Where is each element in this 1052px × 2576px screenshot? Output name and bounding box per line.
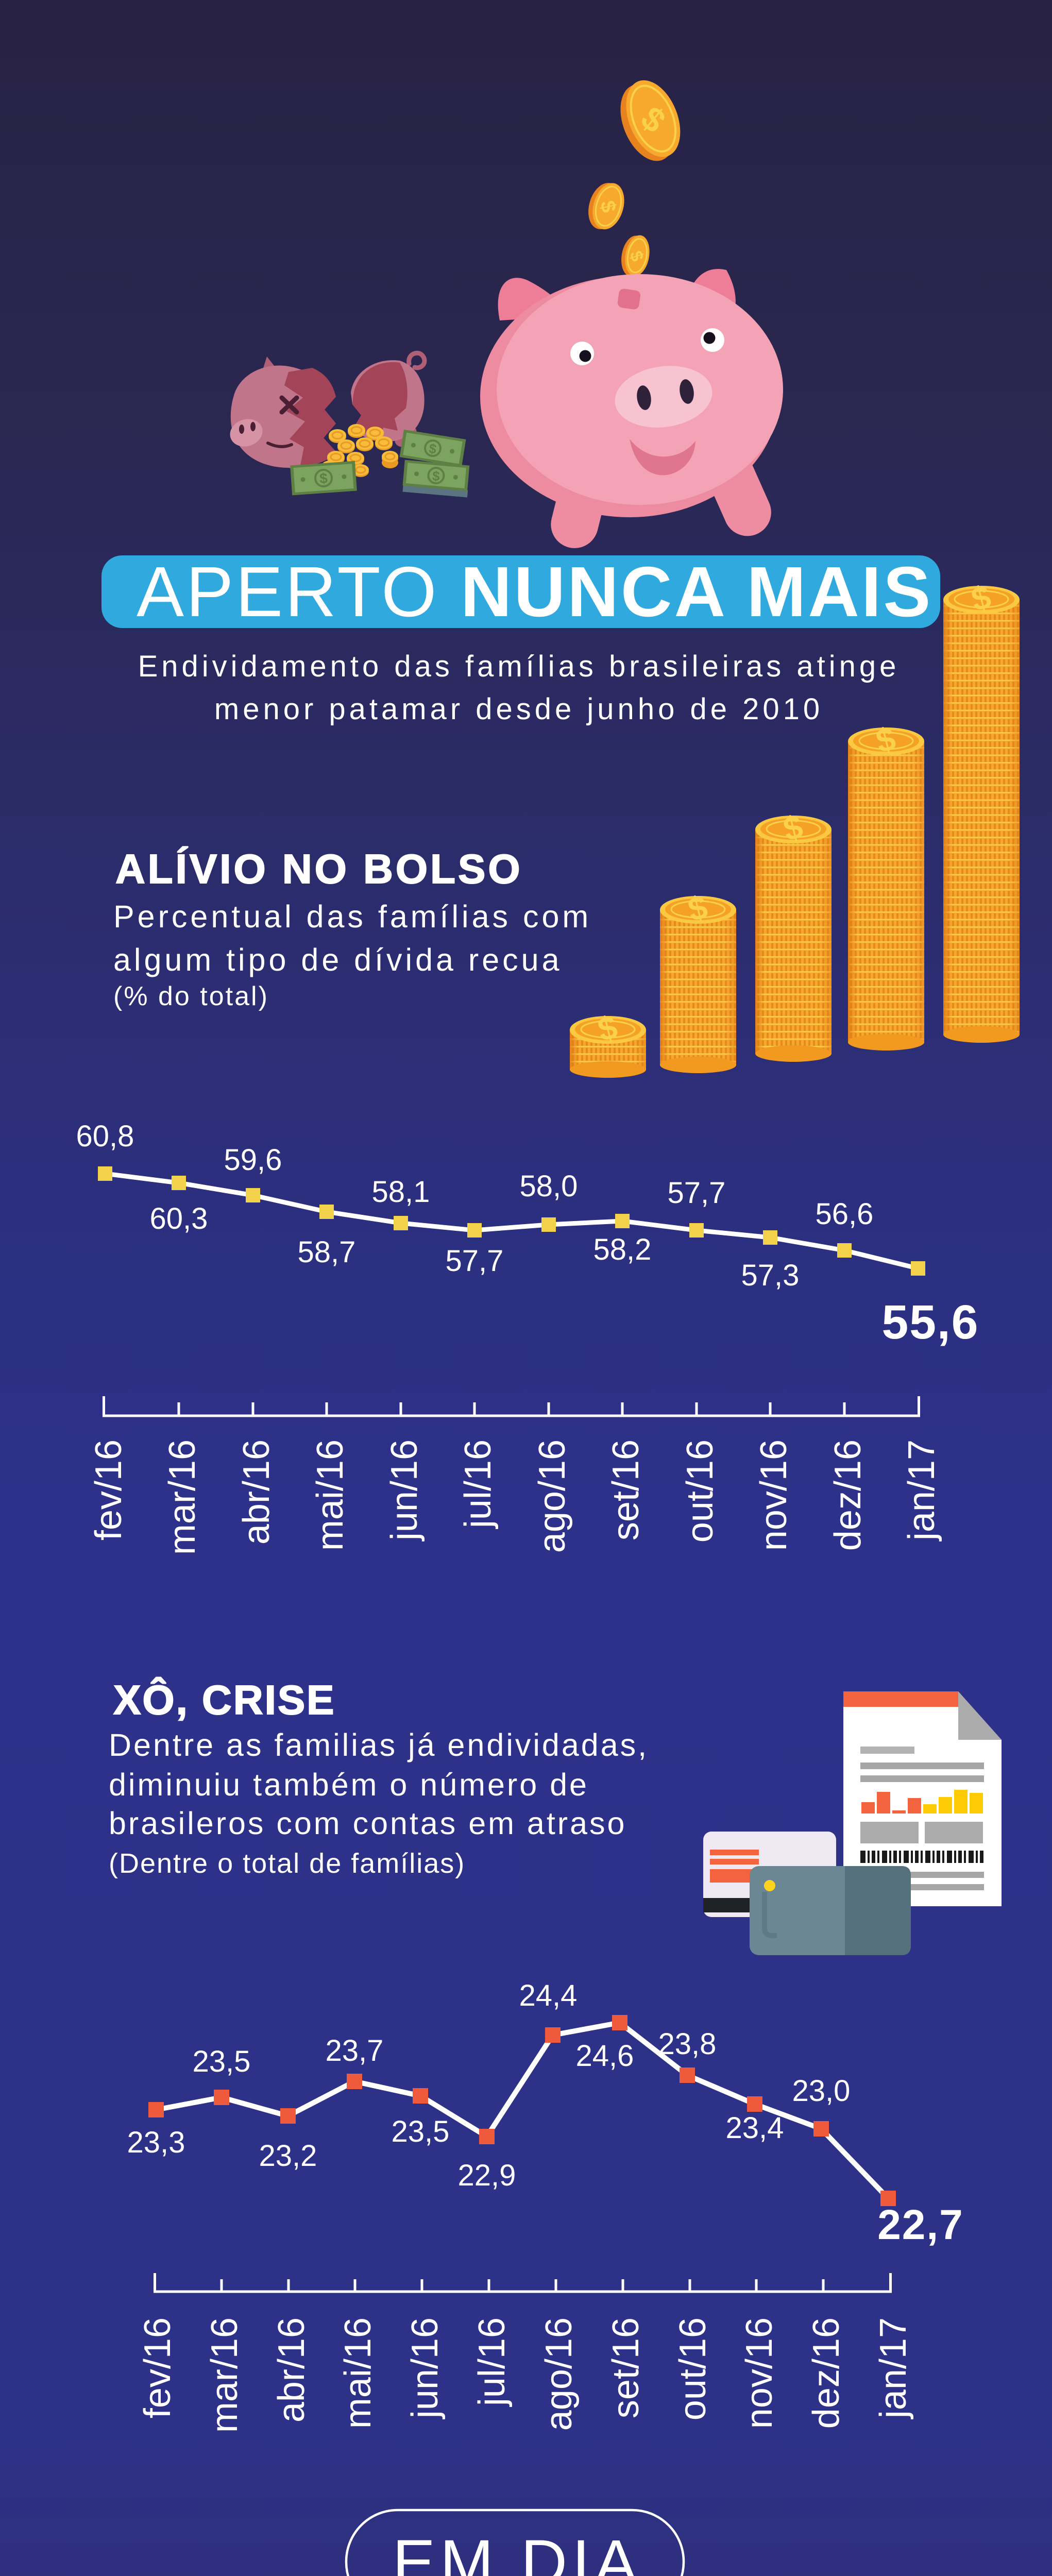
svg-text:23,8: 23,8 [658, 2027, 717, 2061]
svg-text:58,7: 58,7 [298, 1235, 356, 1269]
svg-text:fev/16: fev/16 [137, 2317, 178, 2418]
svg-text:menor patamar desde junho de 2: menor patamar desde junho de 2010 [214, 692, 823, 726]
svg-text:dez/16: dez/16 [806, 2317, 847, 2429]
svg-text:57,7: 57,7 [446, 1244, 504, 1278]
svg-text:23,5: 23,5 [193, 2045, 251, 2078]
svg-text:jul/16: jul/16 [457, 1439, 499, 1529]
svg-text:mai/16: mai/16 [310, 1439, 351, 1551]
svg-text:58,2: 58,2 [593, 1233, 652, 1266]
svg-text:ago/16: ago/16 [532, 1439, 573, 1553]
svg-text:jun/16: jun/16 [384, 1439, 425, 1541]
svg-text:jul/16: jul/16 [471, 2317, 513, 2407]
svg-text:58,1: 58,1 [372, 1175, 430, 1209]
svg-text:23,0: 23,0 [792, 2074, 851, 2108]
svg-text:out/16: out/16 [680, 1439, 721, 1543]
svg-text:23,7: 23,7 [326, 2034, 384, 2067]
svg-text:(Dentre o total de famílias): (Dentre o total de famílias) [109, 1848, 465, 1879]
svg-text:algum tipo de dívida recua: algum tipo de dívida recua [113, 942, 563, 977]
svg-text:mar/16: mar/16 [204, 2317, 245, 2433]
svg-text:APERTO NUNCA MAIS: APERTO NUNCA MAIS [137, 552, 932, 632]
svg-text:fev/16: fev/16 [88, 1439, 129, 1540]
svg-text:22,9: 22,9 [458, 2159, 516, 2192]
svg-text:diminuiu também o número de: diminuiu também o número de [109, 1767, 589, 1802]
svg-text:mar/16: mar/16 [162, 1439, 203, 1555]
svg-text:57,3: 57,3 [741, 1259, 800, 1292]
svg-text:22,7: 22,7 [877, 2201, 964, 2248]
svg-text:23,5: 23,5 [392, 2115, 450, 2148]
svg-text:23,2: 23,2 [259, 2139, 317, 2173]
svg-text:55,6: 55,6 [881, 1295, 979, 1349]
svg-text:nov/16: nov/16 [739, 2317, 780, 2429]
svg-text:nov/16: nov/16 [753, 1439, 794, 1551]
svg-text:24,4: 24,4 [519, 1979, 578, 2012]
svg-text:57,7: 57,7 [668, 1176, 726, 1210]
svg-text:Endividamento das famílias bra: Endividamento das famílias brasileiras a… [138, 650, 900, 683]
svg-text:jan/17: jan/17 [901, 1439, 942, 1541]
svg-text:brasileros com contas em atras: brasileros com contas em atraso [109, 1806, 626, 1841]
svg-text:jan/17: jan/17 [873, 2317, 914, 2419]
svg-text:$: $ [428, 440, 438, 457]
svg-text:abr/16: abr/16 [271, 2317, 312, 2422]
svg-text:EM DIA: EM DIA [393, 2527, 642, 2576]
svg-text:Percentual das famílias com: Percentual das famílias com [113, 899, 591, 934]
svg-text:set/16: set/16 [605, 1439, 647, 1540]
svg-text:Dentre as familias já endivida: Dentre as familias já endividadas, [109, 1727, 649, 1762]
svg-text:jun/16: jun/16 [404, 2317, 446, 2419]
svg-text:58,0: 58,0 [520, 1170, 578, 1203]
svg-text:mai/16: mai/16 [337, 2317, 379, 2429]
svg-text:dez/16: dez/16 [827, 1439, 869, 1551]
svg-text:$: $ [432, 468, 441, 484]
svg-text:(% do total): (% do total) [113, 981, 269, 1011]
svg-text:59,6: 59,6 [224, 1143, 282, 1177]
svg-text:23,3: 23,3 [127, 2126, 185, 2159]
svg-text:XÔ, CRISE: XÔ, CRISE [113, 1677, 336, 1723]
svg-text:out/16: out/16 [672, 2317, 714, 2420]
svg-text:ALÍVIO NO BOLSO: ALÍVIO NO BOLSO [115, 846, 523, 892]
svg-text:56,6: 56,6 [816, 1197, 874, 1231]
svg-text:24,6: 24,6 [576, 2039, 634, 2073]
svg-text:60,3: 60,3 [150, 1202, 208, 1235]
svg-text:60,8: 60,8 [76, 1120, 134, 1153]
svg-text:23,4: 23,4 [726, 2111, 784, 2145]
svg-text:set/16: set/16 [605, 2317, 647, 2418]
svg-text:$: $ [319, 470, 328, 486]
svg-text:abr/16: abr/16 [236, 1439, 277, 1545]
svg-text:ago/16: ago/16 [538, 2317, 580, 2431]
